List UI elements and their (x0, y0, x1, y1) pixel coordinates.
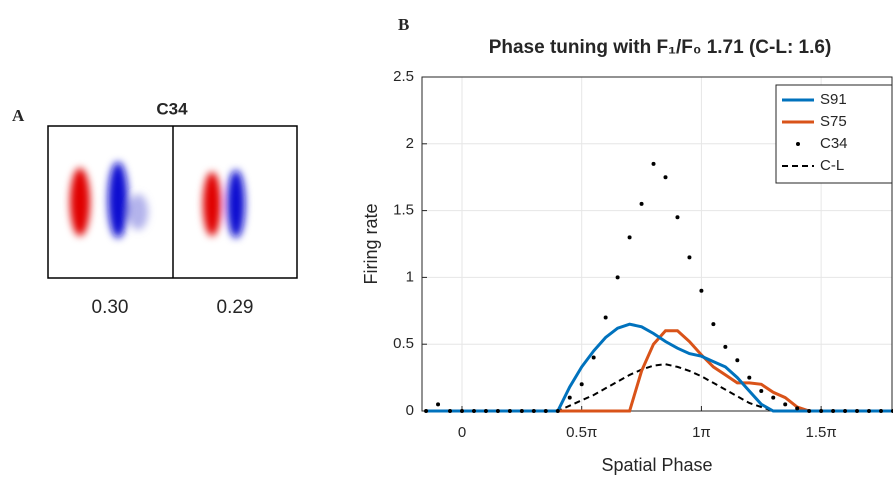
data-point (855, 409, 860, 413)
panel-label: B (398, 15, 409, 34)
data-point (867, 409, 872, 413)
data-point (843, 409, 848, 413)
data-point (759, 388, 764, 393)
data-point (651, 161, 656, 166)
data-point (890, 409, 893, 413)
data-point (639, 201, 644, 206)
data-point (663, 175, 668, 180)
image-value: 0.30 (92, 297, 129, 318)
x-tick-label: 0.5π (566, 424, 597, 441)
series-line (426, 322, 893, 413)
data-point (711, 322, 716, 327)
data-point (555, 409, 560, 413)
data-point (567, 395, 572, 400)
data-point (507, 409, 512, 413)
series-line (426, 329, 893, 413)
chart-title: Phase tuning with F₁/F₀ 1.71 (C-L: 1.6) (489, 37, 832, 58)
data-point (448, 409, 453, 413)
panel-label: A (12, 106, 25, 125)
y-tick-label: 2.5 (393, 68, 414, 85)
data-point (783, 402, 788, 407)
data-point (771, 395, 776, 400)
data-point (735, 358, 740, 363)
panel-title: C34 (156, 99, 188, 118)
data-point (819, 409, 824, 413)
data-point (687, 255, 692, 260)
data-point (436, 402, 441, 407)
x-tick-label: 1π (692, 424, 711, 441)
data-point (878, 409, 883, 413)
data-point (723, 344, 728, 349)
data-point (795, 406, 800, 411)
image-value: 0.29 (217, 297, 254, 318)
series-line (426, 363, 893, 412)
data-point (424, 409, 429, 413)
data-point (603, 315, 608, 320)
data-point (531, 409, 536, 413)
y-tick-label: 1.5 (393, 202, 414, 219)
legend-label: S75 (820, 113, 847, 130)
y-axis-label: Firing rate (361, 203, 381, 284)
data-point (543, 409, 548, 413)
data-point (579, 382, 584, 387)
data-point (591, 355, 596, 360)
receptive-field (70, 162, 245, 238)
legend-label: S91 (820, 91, 847, 108)
x-tick-label: 0 (458, 424, 466, 441)
y-tick-label: 1 (406, 268, 414, 285)
x-tick-label: 1.5π (806, 424, 837, 441)
data-point (831, 409, 836, 413)
legend-label: C34 (820, 135, 848, 152)
data-point (459, 409, 464, 413)
data-point (519, 409, 524, 413)
data-point (627, 235, 632, 240)
y-tick-label: 0.5 (393, 335, 414, 352)
y-tick-label: 2 (406, 135, 414, 152)
data-point (807, 409, 812, 413)
data-point (615, 275, 620, 280)
legend: S91 S75 C34 C-L (775, 84, 893, 184)
legend-symbol (796, 142, 800, 146)
y-tick-label: 0 (406, 402, 414, 419)
data-point (747, 375, 752, 380)
data-point (471, 409, 476, 413)
data-point (495, 409, 500, 413)
x-axis-label: Spatial Phase (601, 455, 712, 475)
data-point (675, 215, 680, 220)
legend-label: C-L (820, 157, 844, 174)
data-point (699, 288, 704, 293)
data-point (483, 409, 488, 413)
axes-box (421, 76, 893, 412)
